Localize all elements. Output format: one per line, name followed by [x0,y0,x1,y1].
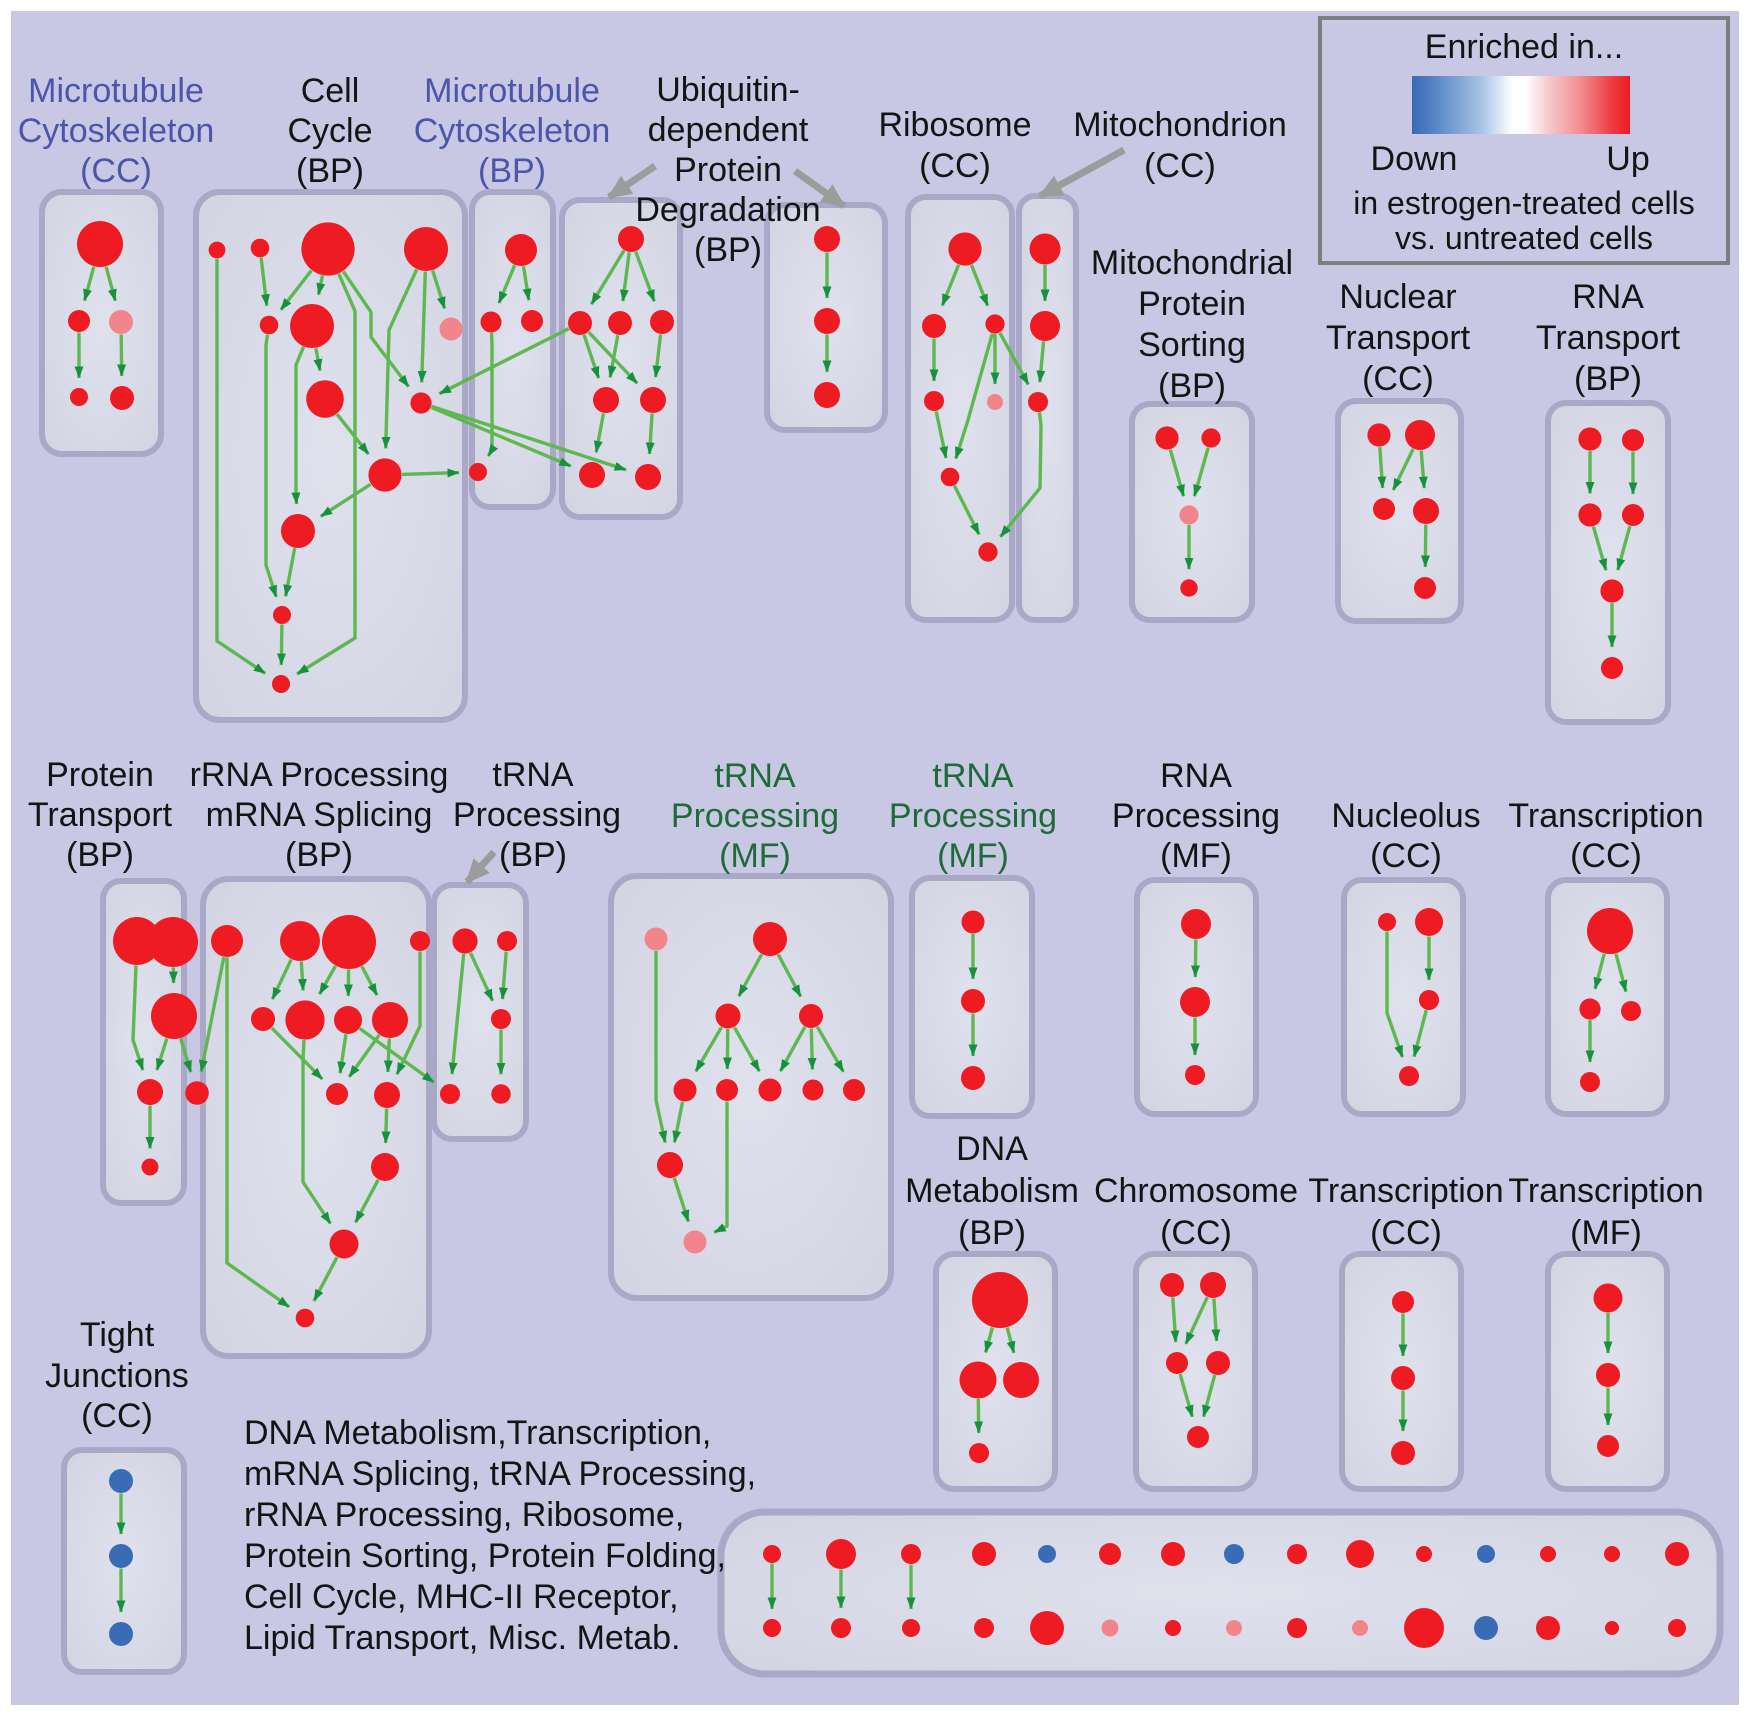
svg-text:Transport: Transport [1536,319,1681,357]
svg-text:tRNA: tRNA [932,757,1014,795]
svg-text:(BP): (BP) [66,836,134,874]
svg-text:(CC): (CC) [919,147,991,185]
svg-text:(BP): (BP) [1574,360,1642,398]
svg-text:Cytoskeleton: Cytoskeleton [414,112,611,150]
svg-text:(BP): (BP) [478,152,546,190]
svg-text:Processing: Processing [889,797,1057,835]
svg-text:Transcription: Transcription [1308,1172,1503,1210]
svg-text:Transport: Transport [1326,319,1471,357]
svg-text:(MF): (MF) [719,837,791,875]
svg-text:rRNA Processing, Ribosome,: rRNA Processing, Ribosome, [244,1496,684,1534]
svg-text:Cell: Cell [301,72,360,110]
svg-text:Protein: Protein [46,756,154,794]
svg-text:Cell Cycle, MHC-II Receptor,: Cell Cycle, MHC-II Receptor, [244,1578,679,1616]
svg-text:Transcription: Transcription [1508,1172,1703,1210]
svg-text:(CC): (CC) [80,152,152,190]
svg-text:in estrogen-treated cells: in estrogen-treated cells [1353,185,1695,221]
svg-text:Chromosome: Chromosome [1094,1172,1298,1210]
svg-text:Protein: Protein [674,151,782,189]
svg-text:vs. untreated cells: vs. untreated cells [1395,220,1653,256]
svg-text:mRNA Splicing, tRNA Processing: mRNA Splicing, tRNA Processing, [244,1455,756,1493]
svg-text:Junctions: Junctions [45,1357,189,1395]
svg-text:Protein Sorting, Protein Foldi: Protein Sorting, Protein Folding, [244,1537,726,1575]
svg-text:RNA: RNA [1572,278,1644,316]
svg-text:(BP): (BP) [499,836,567,874]
svg-text:dependent: dependent [648,111,809,149]
svg-text:Cycle: Cycle [287,112,372,150]
svg-text:tRNA: tRNA [714,757,796,795]
svg-text:(MF): (MF) [1570,1214,1642,1252]
svg-text:(BP): (BP) [296,152,364,190]
svg-text:Lipid Transport, Misc. Metab.: Lipid Transport, Misc. Metab. [244,1619,681,1657]
svg-text:RNA: RNA [1160,757,1232,795]
svg-text:(BP): (BP) [958,1214,1026,1252]
svg-text:Ubiquitin-: Ubiquitin- [656,71,800,109]
svg-text:Protein: Protein [1138,285,1246,323]
svg-text:Ribosome: Ribosome [878,106,1031,144]
svg-text:tRNA: tRNA [492,756,574,794]
svg-text:Nucleolus: Nucleolus [1331,797,1480,835]
svg-text:Processing: Processing [1112,797,1280,835]
svg-text:(CC): (CC) [1370,837,1442,875]
svg-text:(CC): (CC) [1160,1214,1232,1252]
svg-text:rRNA Processing: rRNA Processing [190,756,449,794]
svg-text:(CC): (CC) [1570,837,1642,875]
svg-text:Processing: Processing [453,796,621,834]
svg-text:Down: Down [1371,140,1458,178]
svg-text:(CC): (CC) [1362,360,1434,398]
svg-text:Nuclear: Nuclear [1339,278,1456,316]
svg-text:Tight: Tight [80,1316,155,1354]
svg-text:Microtubule: Microtubule [424,72,600,110]
svg-text:Cytoskeleton: Cytoskeleton [18,112,215,150]
svg-text:mRNA Splicing: mRNA Splicing [206,796,433,834]
svg-text:Mitochondrial: Mitochondrial [1091,244,1293,282]
svg-text:(CC): (CC) [81,1397,153,1435]
svg-text:(BP): (BP) [694,231,762,269]
svg-text:Degradation: Degradation [635,191,820,229]
svg-text:Enriched in...: Enriched in... [1425,28,1623,66]
svg-text:Metabolism: Metabolism [905,1172,1079,1210]
svg-text:(CC): (CC) [1370,1214,1442,1252]
svg-text:Sorting: Sorting [1138,326,1246,364]
svg-text:(MF): (MF) [937,837,1009,875]
svg-text:Mitochondrion: Mitochondrion [1073,106,1287,144]
svg-text:Transport: Transport [28,796,173,834]
svg-text:Transcription: Transcription [1508,797,1703,835]
svg-text:Microtubule: Microtubule [28,72,204,110]
svg-text:DNA: DNA [956,1130,1028,1168]
svg-text:Processing: Processing [671,797,839,835]
svg-text:DNA Metabolism,Transcription,: DNA Metabolism,Transcription, [244,1414,711,1452]
svg-text:(MF): (MF) [1160,837,1232,875]
svg-text:(BP): (BP) [1158,367,1226,405]
svg-text:Up: Up [1606,140,1649,178]
svg-text:(BP): (BP) [285,836,353,874]
svg-text:(CC): (CC) [1144,147,1216,185]
